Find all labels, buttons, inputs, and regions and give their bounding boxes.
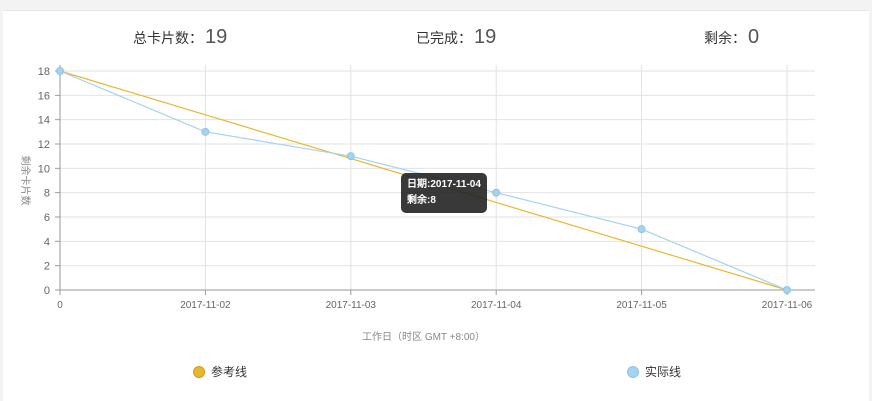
y-tick-label: 12	[38, 139, 50, 151]
total-cards-label: 总卡片数：	[133, 30, 203, 46]
y-tick-label: 16	[38, 90, 50, 102]
legend-reference-label: 参考线	[211, 365, 248, 379]
legend-reference-marker	[193, 365, 205, 378]
legend-actual-marker	[627, 365, 639, 378]
y-axis-title: 剩余卡片数	[19, 156, 32, 206]
data-tooltip: 日期:2017-11-04 剩余:8	[401, 173, 487, 213]
tooltip-remaining: 剩余:8	[407, 195, 436, 206]
actual-data-point	[201, 127, 210, 136]
x-tick-label: 2017-11-05	[616, 300, 667, 311]
y-tick-label: 4	[44, 236, 50, 248]
legend-actual-line[interactable]: 实际线	[627, 363, 681, 380]
y-tick-label: 14	[38, 115, 50, 127]
completed-label: 已完成：	[416, 30, 472, 46]
y-tick-label: 0	[44, 285, 50, 297]
total-cards-stat: 总卡片数： 19	[133, 24, 227, 51]
y-tick-label: 8	[44, 188, 50, 200]
x-tick-label: 2017-11-03	[326, 300, 377, 311]
y-tick-label: 10	[38, 163, 50, 175]
completed-value: 19	[474, 26, 497, 48]
tooltip-date: 日期:2017-11-04	[407, 179, 481, 190]
actual-data-point	[637, 225, 646, 234]
remaining-stat: 剩余： 0	[704, 24, 759, 51]
y-tick-label: 6	[44, 212, 50, 224]
x-tick-label: 2017-11-04	[471, 300, 522, 311]
x-axis-title: 工作日（时区 GMT +8:00）	[362, 331, 485, 343]
actual-data-point	[492, 188, 501, 197]
actual-data-point	[346, 152, 355, 161]
total-cards-value: 19	[205, 26, 228, 48]
y-tick-label: 18	[38, 66, 50, 78]
legend-reference-line[interactable]: 参考线	[193, 363, 247, 380]
remaining-label: 剩余：	[704, 30, 746, 46]
actual-data-point	[56, 67, 64, 75]
x-tick-label: 2017-11-06	[762, 300, 813, 311]
completed-stat: 已完成： 19	[416, 24, 496, 51]
y-tick-label: 2	[44, 261, 50, 273]
x-tick-label: 2017-11-02	[180, 300, 231, 311]
x-tick-label: 0	[57, 300, 63, 311]
actual-data-point	[783, 286, 791, 294]
remaining-value: 0	[748, 26, 760, 48]
legend-actual-label: 实际线	[645, 365, 682, 379]
